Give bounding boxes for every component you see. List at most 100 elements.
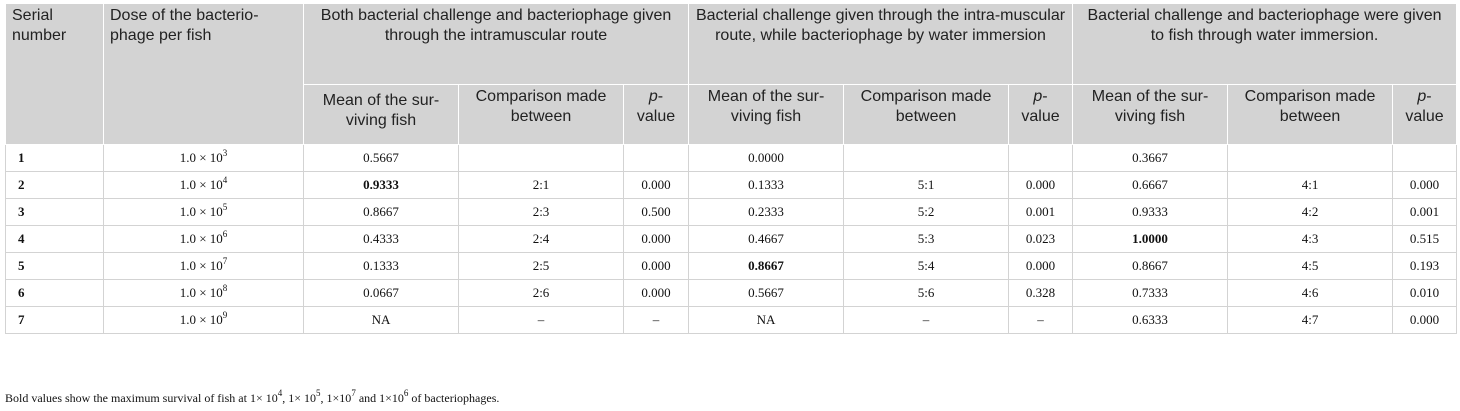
cell-g3-p-value: 0.515 bbox=[1392, 225, 1458, 253]
cell-g3-p-value: 0.010 bbox=[1392, 279, 1458, 307]
cell-g1-mean: NA bbox=[303, 306, 459, 334]
cell-g3-comparison bbox=[1227, 144, 1394, 172]
cell-g2-mean: 0.0000 bbox=[688, 144, 845, 172]
cell-g3-comparison: 4:2 bbox=[1227, 198, 1394, 226]
cell-serial: 2 bbox=[5, 171, 104, 199]
cell-g3-mean: 0.8667 bbox=[1072, 252, 1229, 280]
cell-g2-comparison: 5:6 bbox=[843, 279, 1010, 307]
cell-g3-mean: 1.0000 bbox=[1072, 225, 1229, 253]
cell-g2-p-value: 0.328 bbox=[1008, 279, 1074, 307]
cell-dose: 1.0 × 104 bbox=[103, 171, 304, 199]
cell-g2-p-value: 0.000 bbox=[1008, 171, 1074, 199]
cell-dose: 1.0 × 103 bbox=[103, 144, 304, 172]
cell-g2-comparison: 5:1 bbox=[843, 171, 1010, 199]
cell-g1-p-value: 0.000 bbox=[622, 171, 690, 199]
header-p-value: p-value bbox=[1392, 84, 1458, 145]
cell-g2-comparison bbox=[843, 144, 1010, 172]
header-p-value: p-value bbox=[1008, 84, 1074, 145]
cell-g2-mean: 0.8667 bbox=[688, 252, 845, 280]
table-row: 4 1.0 × 106 0.4333 2:4 0.000 0.4667 5:3 … bbox=[5, 225, 1458, 253]
cell-dose: 1.0 × 107 bbox=[103, 252, 304, 280]
cell-g2-comparison: 5:2 bbox=[843, 198, 1010, 226]
cell-g1-p-value: 0.000 bbox=[622, 279, 690, 307]
cell-g3-p-value: 0.000 bbox=[1392, 171, 1458, 199]
cell-g3-p-value bbox=[1392, 144, 1458, 172]
results-table: Serial number Dose of the bacterio-phage… bbox=[5, 3, 1458, 334]
cell-g1-comparison: 2:1 bbox=[458, 171, 624, 199]
header-comparison: Comparison made between bbox=[458, 84, 624, 145]
cell-dose: 1.0 × 108 bbox=[103, 279, 304, 307]
header-comparison: Comparison made between bbox=[843, 84, 1010, 145]
cell-g3-mean: 0.7333 bbox=[1072, 279, 1229, 307]
cell-g2-p-value: 0.001 bbox=[1008, 198, 1074, 226]
cell-dose: 1.0 × 105 bbox=[103, 198, 304, 226]
cell-g2-p-value: 0.023 bbox=[1008, 225, 1074, 253]
table-row: 6 1.0 × 108 0.0667 2:6 0.000 0.5667 5:6 … bbox=[5, 279, 1458, 307]
cell-g1-comparison: – bbox=[458, 306, 624, 334]
table-row: 5 1.0 × 107 0.1333 2:5 0.000 0.8667 5:4 … bbox=[5, 252, 1458, 280]
cell-g3-mean: 0.3667 bbox=[1072, 144, 1229, 172]
cell-g1-comparison: 2:6 bbox=[458, 279, 624, 307]
cell-g3-comparison: 4:6 bbox=[1227, 279, 1394, 307]
table-row: 1 1.0 × 103 0.5667 0.0000 0.3667 bbox=[5, 144, 1458, 172]
header-dose: Dose of the bacterio-phage per fish bbox=[103, 3, 304, 145]
cell-serial: 6 bbox=[5, 279, 104, 307]
cell-g2-mean: NA bbox=[688, 306, 845, 334]
cell-dose: 1.0 × 109 bbox=[103, 306, 304, 334]
cell-g1-comparison: 2:3 bbox=[458, 198, 624, 226]
cell-g2-comparison: – bbox=[843, 306, 1010, 334]
cell-serial: 3 bbox=[5, 198, 104, 226]
header-group-intramuscular: Both bacterial challenge and bacteriopha… bbox=[302, 3, 690, 85]
cell-g2-mean: 0.5667 bbox=[688, 279, 845, 307]
header-mean-surviving: Mean of the sur-viving fish bbox=[688, 84, 845, 145]
cell-g2-p-value: 0.000 bbox=[1008, 252, 1074, 280]
cell-g3-mean: 0.6333 bbox=[1072, 306, 1229, 334]
cell-g3-p-value: 0.193 bbox=[1392, 252, 1458, 280]
cell-g2-comparison: 5:3 bbox=[843, 225, 1010, 253]
cell-g2-mean: 0.1333 bbox=[688, 171, 845, 199]
cell-g2-comparison: 5:4 bbox=[843, 252, 1010, 280]
table-footnote: Bold values show the maximum survival of… bbox=[5, 388, 500, 406]
cell-g3-p-value: 0.000 bbox=[1392, 306, 1458, 334]
cell-g3-mean: 0.9333 bbox=[1072, 198, 1229, 226]
cell-g3-comparison: 4:3 bbox=[1227, 225, 1394, 253]
cell-g2-mean: 0.4667 bbox=[688, 225, 845, 253]
cell-dose: 1.0 × 106 bbox=[103, 225, 304, 253]
cell-g1-mean: 0.8667 bbox=[303, 198, 459, 226]
cell-g1-p-value: 0.000 bbox=[622, 225, 690, 253]
cell-serial: 5 bbox=[5, 252, 104, 280]
cell-g1-mean: 0.9333 bbox=[303, 171, 459, 199]
cell-g2-p-value bbox=[1008, 144, 1074, 172]
header-serial-number: Serial number bbox=[5, 3, 104, 145]
table-row: 2 1.0 × 104 0.9333 2:1 0.000 0.1333 5:1 … bbox=[5, 171, 1458, 199]
table-row: 7 1.0 × 109 NA – – NA – – 0.6333 4:7 0.0… bbox=[5, 306, 1458, 334]
cell-g1-mean: 0.0667 bbox=[303, 279, 459, 307]
cell-g1-comparison bbox=[458, 144, 624, 172]
cell-g1-mean: 0.4333 bbox=[303, 225, 459, 253]
cell-g1-p-value: 0.500 bbox=[622, 198, 690, 226]
cell-g1-comparison: 2:4 bbox=[458, 225, 624, 253]
header-group-water-immersion: Bacterial challenge and bacteriophage we… bbox=[1072, 3, 1458, 85]
header-mean-surviving: Mean of the sur-viving fish bbox=[303, 84, 459, 145]
cell-g1-p-value bbox=[622, 144, 690, 172]
cell-g3-mean: 0.6667 bbox=[1072, 171, 1229, 199]
cell-g1-p-value: 0.000 bbox=[622, 252, 690, 280]
cell-g1-mean: 0.5667 bbox=[303, 144, 459, 172]
cell-g3-comparison: 4:5 bbox=[1227, 252, 1394, 280]
cell-g3-comparison: 4:1 bbox=[1227, 171, 1394, 199]
cell-g1-p-value: – bbox=[622, 306, 690, 334]
cell-g1-comparison: 2:5 bbox=[458, 252, 624, 280]
table-row: 3 1.0 × 105 0.8667 2:3 0.500 0.2333 5:2 … bbox=[5, 198, 1458, 226]
cell-g1-mean: 0.1333 bbox=[303, 252, 459, 280]
cell-g3-p-value: 0.001 bbox=[1392, 198, 1458, 226]
cell-g2-mean: 0.2333 bbox=[688, 198, 845, 226]
cell-serial: 4 bbox=[5, 225, 104, 253]
cell-serial: 7 bbox=[5, 306, 104, 334]
header-comparison: Comparison made between bbox=[1227, 84, 1394, 145]
header-p-value: p-value bbox=[622, 84, 690, 145]
header-group-intramuscular-immersion: Bacterial challenge given through the in… bbox=[688, 3, 1074, 85]
header-mean-surviving: Mean of the sur-viving fish bbox=[1072, 84, 1229, 145]
cell-serial: 1 bbox=[5, 144, 104, 172]
cell-g3-comparison: 4:7 bbox=[1227, 306, 1394, 334]
cell-g2-p-value: – bbox=[1008, 306, 1074, 334]
